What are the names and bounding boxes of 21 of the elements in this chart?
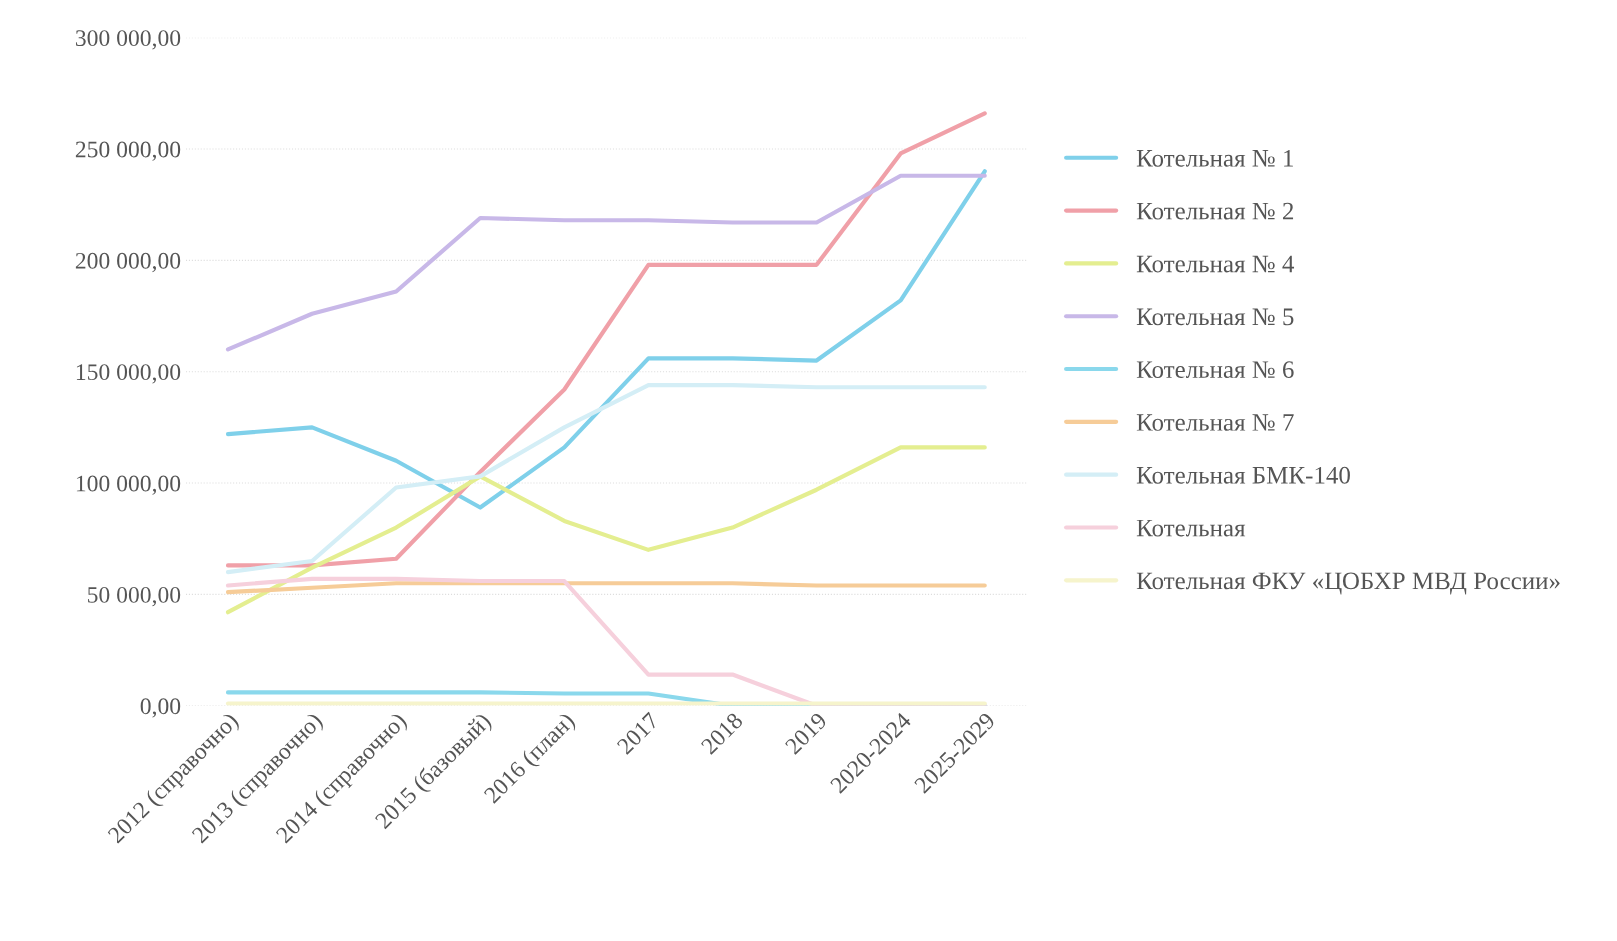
line-series	[225, 445, 987, 615]
line-series	[225, 111, 987, 568]
y-tick-label: 50 000,00	[88, 586, 181, 607]
line-series	[225, 173, 987, 352]
legend-label: Котельная № 4	[1136, 255, 1295, 273]
legend-label: Котельная	[1136, 519, 1246, 537]
legend-label: Котельная № 1	[1136, 149, 1293, 167]
y-tick-label: 150 000,00	[76, 364, 181, 384]
legend-label: Котельная ФКУ «ЦОБХР МВД России»	[1136, 572, 1560, 595]
legend-label: Котельная № 2	[1136, 202, 1294, 220]
y-tick-label: 200 000,00	[75, 252, 181, 273]
legend-label: Котельная БМК-140	[1136, 466, 1350, 484]
y-tick-label: 100 000,00	[76, 475, 181, 495]
legend-label: Котельная № 7	[1136, 414, 1294, 431]
line-series	[225, 581, 987, 595]
y-tick-label: 250 000,00	[75, 141, 181, 161]
legend-label: Котельная № 5	[1136, 308, 1294, 326]
legend-label: Котельная № 6	[1136, 361, 1294, 379]
line-series	[225, 169, 987, 510]
line-series	[225, 382, 987, 575]
y-tick-label: 300 000,00	[75, 30, 181, 50]
